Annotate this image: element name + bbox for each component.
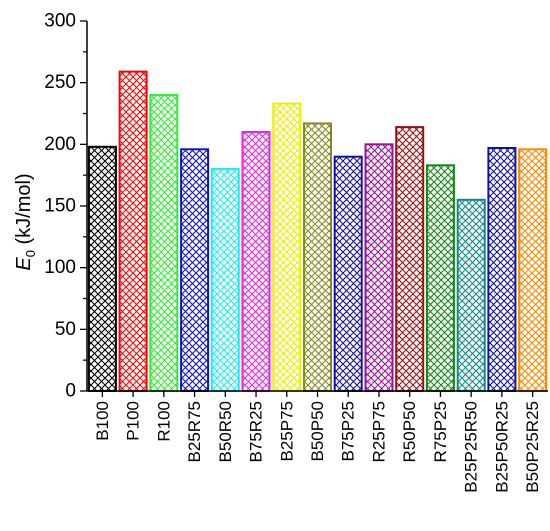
bar-b50r50: [210, 168, 240, 392]
x-tick-label: B75R25: [247, 401, 266, 462]
y-tick-label: 100: [44, 257, 76, 278]
y-tick-label: 300: [44, 11, 76, 32]
bar-b50p25r25: [518, 148, 548, 392]
x-tick-label: B100: [93, 401, 112, 441]
x-tick-label: B25P25R50: [462, 401, 481, 493]
y-axis-subscript: 0: [23, 250, 38, 257]
bar-r100: [149, 94, 179, 392]
y-axis-unit: (kJ/mol): [13, 173, 35, 250]
bar-b50p50: [303, 122, 332, 393]
x-tick-label: P100: [124, 401, 143, 441]
y-tick-label: 150: [44, 196, 76, 217]
y-axis-title: E0 (kJ/mol): [13, 173, 38, 270]
y-tick-label: 200: [44, 134, 76, 155]
bars-group: [87, 70, 548, 393]
axes-group: B100 P100 R100 B25R75 B50R50 B75R25 B25P75 B50P…: [44, 11, 548, 493]
y-tick-label: 0: [65, 381, 76, 402]
bar-b25r75: [180, 148, 210, 392]
bar-r50p50: [395, 126, 425, 392]
bar-r75p25: [425, 164, 455, 392]
bar-b25p50r25: [487, 147, 517, 392]
x-tick-label: B50R50: [216, 401, 235, 462]
x-tick-label: B50P50: [308, 401, 327, 462]
x-tick-label: R100: [154, 401, 173, 442]
bar-r25p75: [364, 143, 394, 392]
bar-b100: [87, 145, 117, 392]
x-tick-label: R50P50: [400, 401, 419, 462]
x-tick-label: B25P50R25: [492, 401, 511, 493]
x-tick-label: B25P75: [277, 401, 296, 462]
x-tick-label: R75P25: [431, 401, 450, 462]
x-tick-label: R25P75: [370, 401, 389, 462]
x-tick-label: B75P25: [339, 401, 358, 462]
y-tick-label: 250: [44, 72, 76, 93]
y-axis-symbol: E: [13, 257, 35, 271]
x-tick-label: B25R75: [185, 401, 204, 462]
bar-b25p25r50: [456, 198, 486, 392]
y-tick-label: 50: [55, 319, 76, 340]
bar-b75r25: [241, 131, 271, 392]
x-tick-label: B50P25R25: [523, 401, 542, 493]
bar-p100: [118, 70, 148, 392]
bar-b75p25: [333, 155, 363, 392]
bar-b25p75: [272, 102, 302, 392]
